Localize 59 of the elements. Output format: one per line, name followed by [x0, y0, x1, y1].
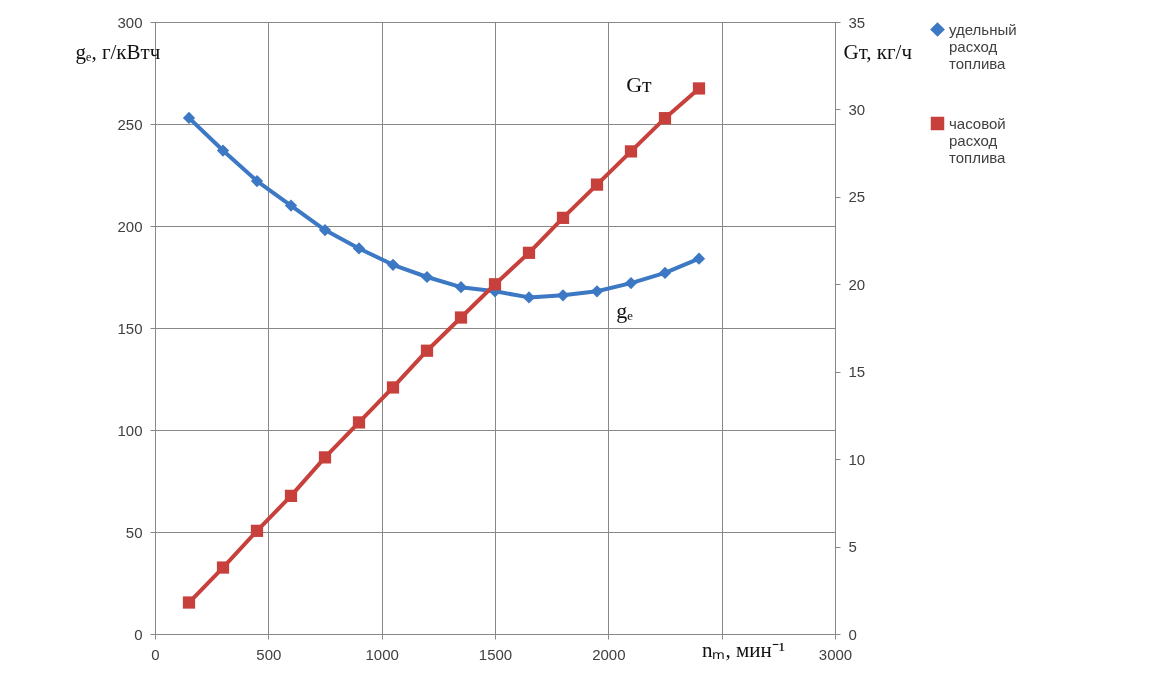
point [522, 291, 536, 304]
point [556, 289, 570, 302]
point [250, 524, 264, 537]
point [352, 416, 366, 429]
point [420, 344, 434, 357]
y-tick-label: 50 [125, 523, 143, 541]
point [318, 451, 332, 464]
y-tick-label: 100 [117, 421, 143, 439]
y2-tick-label: 10 [848, 450, 866, 468]
point [216, 561, 230, 574]
y-tick-label: 0 [134, 625, 143, 643]
point [318, 223, 332, 237]
point [590, 178, 604, 191]
point [386, 381, 400, 394]
annotation: gₑ [616, 298, 634, 324]
y2-tick-label: 15 [848, 363, 866, 381]
point [182, 596, 196, 609]
point [284, 489, 298, 502]
y2-tick-label: 25 [848, 188, 866, 206]
point [454, 281, 468, 294]
y2-tick-label: 30 [848, 100, 866, 118]
y-tick-label: 200 [117, 217, 143, 235]
point [454, 311, 468, 324]
point [216, 144, 230, 157]
point [182, 111, 196, 124]
x-tick-label: 1500 [478, 645, 513, 663]
point [420, 270, 434, 284]
x-tick-label: 1000 [365, 645, 399, 663]
x-tick-label: 3000 [818, 645, 853, 663]
y2-tick-label: 0 [848, 625, 857, 643]
y-tick-label: 250 [117, 115, 143, 133]
x-tick-label: 500 [256, 645, 282, 663]
point [386, 258, 400, 271]
point [522, 246, 536, 259]
y-axis-title: gₑ, г/кВтч [75, 39, 161, 64]
point [692, 252, 706, 265]
point [590, 285, 604, 298]
x-tick-label: 2000 [592, 645, 626, 663]
y-tick-label: 300 [117, 13, 143, 31]
point [624, 277, 638, 290]
point [250, 175, 264, 188]
y2-tick-label: 20 [848, 275, 866, 293]
x-tick-label: 0 [151, 645, 160, 663]
y2-tick-label: 5 [848, 538, 857, 556]
x-axis-title: nₘ, мин⁻¹ [701, 638, 785, 662]
y2-tick-label: 35 [848, 13, 866, 31]
point [488, 278, 502, 291]
legend-label: удельный расход топлива [949, 20, 1017, 72]
point [352, 242, 366, 255]
point [692, 82, 706, 95]
annotation: Gт [626, 72, 653, 98]
point [658, 266, 672, 280]
point [658, 112, 672, 125]
y2-axis-title: Gт, кг/ч [843, 39, 913, 64]
point [284, 199, 298, 212]
point [624, 145, 638, 158]
point [556, 211, 570, 224]
y-tick-label: 150 [117, 319, 143, 337]
legend-label: часовой расход топлива [949, 114, 1007, 166]
